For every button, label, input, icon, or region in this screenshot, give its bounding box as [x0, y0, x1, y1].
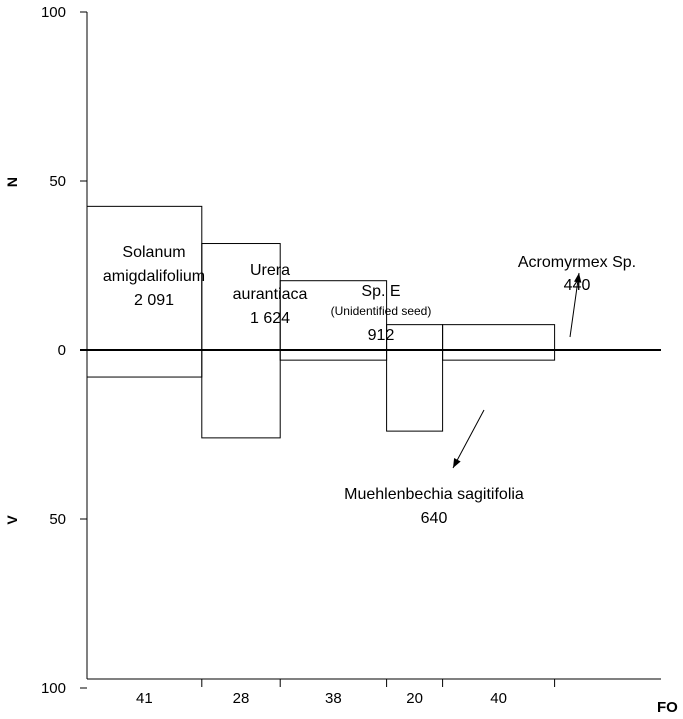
- bar-label: 640: [421, 510, 448, 527]
- x-tick-label: 20: [406, 690, 423, 707]
- bar-label: Muehlenbechia sagitifolia: [344, 486, 524, 503]
- x-tick-label: 40: [490, 690, 507, 707]
- bar-label: 2 091: [134, 292, 174, 309]
- y-tick-label: 0: [58, 342, 66, 359]
- y-label-bottom: V: [4, 515, 20, 525]
- y-tick-label: 50: [49, 173, 66, 190]
- x-label: FO: [657, 699, 678, 716]
- y-tick-label: 100: [41, 680, 66, 697]
- bar-v: [442, 349, 556, 361]
- arrow-head: [574, 273, 582, 283]
- y-label-top: N: [4, 177, 20, 187]
- bar-label: Sp. E: [361, 283, 400, 300]
- arrow-head: [453, 458, 461, 468]
- arrow-line: [569, 272, 580, 338]
- bar-n: [386, 324, 444, 351]
- bar-v: [386, 349, 444, 432]
- x-tick-label: 38: [325, 690, 342, 707]
- bar-label: 1 624: [250, 310, 290, 327]
- x-tick-label: 41: [136, 690, 153, 707]
- bar-label: 912: [368, 327, 395, 344]
- bar-v: [201, 349, 281, 439]
- y-tick-label: 100: [41, 4, 66, 21]
- bar-label: Solanum: [122, 244, 185, 261]
- bar-label: Acromyrmex Sp.: [518, 254, 636, 271]
- y-tick-label: 50: [49, 511, 66, 528]
- bar-v: [279, 349, 388, 361]
- arrow-line: [452, 409, 485, 469]
- x-tick-label: 28: [233, 690, 250, 707]
- bar-label: amigdalifolium: [103, 268, 205, 285]
- bar-v: [86, 349, 203, 378]
- bar-label: (Unidentified seed): [331, 304, 432, 318]
- bar-n: [442, 324, 556, 351]
- bar-label: aurantiaca: [233, 286, 308, 303]
- bar-label: Urera: [250, 262, 290, 279]
